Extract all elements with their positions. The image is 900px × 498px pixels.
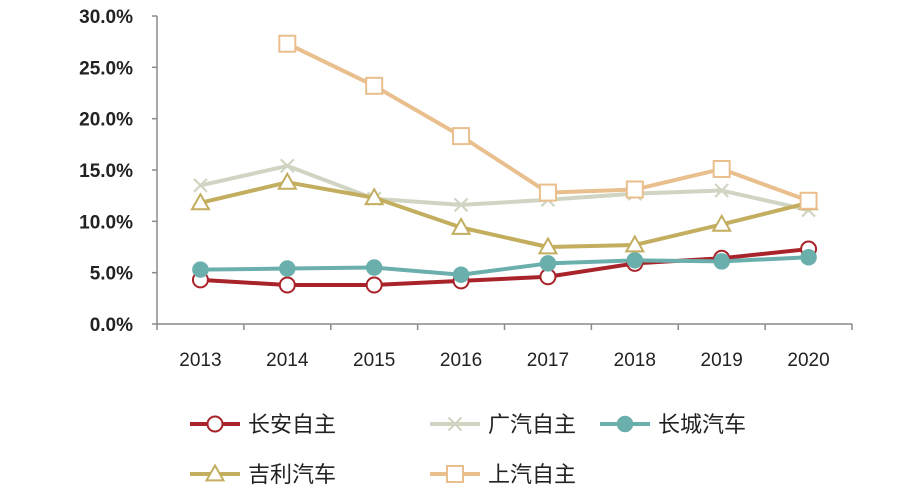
x-tick-label: 2013 (179, 350, 221, 371)
data-point (626, 252, 644, 269)
data-point (538, 183, 557, 202)
data-point (278, 34, 297, 53)
y-tick-label: 10.0% (79, 212, 133, 233)
data-point (713, 253, 730, 270)
series-line (198, 163, 811, 213)
series-4-markers (278, 34, 818, 210)
x-tick-label: 2016 (440, 350, 482, 371)
legend-label: 广汽自主 (488, 413, 576, 438)
legend-marker (616, 415, 634, 433)
data-point (280, 158, 295, 174)
data-point (190, 192, 211, 211)
series-line (198, 180, 811, 249)
x-tick-label: 2020 (787, 350, 829, 371)
series-0-group (198, 247, 811, 287)
y-tick-label: 30.0% (79, 7, 133, 28)
data-point (711, 213, 732, 232)
legend-label: 长城汽车 (658, 413, 746, 438)
series-line (198, 255, 811, 277)
axes: 0.0% 5.0% 10.0% 15.0% 20.0% 25.0% 30.0% 2013 201… (79, 7, 853, 371)
legend-marker (206, 415, 224, 433)
data-point (714, 183, 729, 198)
data-point (452, 127, 471, 146)
series-3-markers (190, 171, 819, 255)
data-point (712, 159, 731, 178)
y-tick-label: 0.0% (90, 315, 133, 336)
data-point (624, 234, 646, 253)
data-point (192, 261, 209, 278)
data-point (193, 178, 208, 193)
legend-item: 上汽自主 (430, 463, 576, 488)
y-tick-label: 15.0% (79, 161, 133, 182)
series-line (198, 247, 811, 287)
legend-marker (447, 416, 463, 432)
series-layer (190, 34, 819, 294)
series-1-group (198, 163, 811, 213)
series-2-group (198, 255, 811, 277)
data-point (537, 236, 559, 255)
data-point (365, 76, 384, 95)
legend-item: 广汽自主 (430, 413, 576, 438)
legend-marker (204, 463, 226, 482)
legend-marker (446, 465, 464, 483)
data-point (365, 276, 383, 294)
data-point (277, 171, 298, 190)
x-tick-label: 2015 (353, 350, 395, 371)
data-point (452, 266, 470, 283)
legend-label: 吉利汽车 (248, 463, 336, 488)
data-point (279, 260, 296, 277)
x-tick-label: 2019 (701, 350, 743, 371)
data-point (539, 255, 557, 272)
data-point (365, 259, 383, 276)
legend-item: 长城汽车 (600, 413, 746, 438)
y-tick-label: 5.0% (90, 264, 133, 285)
legend-item: 长安自主 (190, 413, 336, 438)
y-tick-label: 25.0% (79, 58, 133, 79)
data-point (800, 249, 817, 266)
x-tick-label: 2018 (614, 350, 656, 371)
data-point (799, 191, 818, 210)
data-point (278, 276, 296, 294)
data-point (453, 197, 469, 213)
series-3-group (198, 180, 811, 249)
x-tick-label: 2017 (527, 350, 569, 371)
legend-item: 吉利汽车 (190, 463, 336, 488)
legend-label: 长安自主 (248, 413, 336, 438)
data-point (363, 187, 385, 206)
data-point (450, 216, 472, 235)
x-tick-label: 2014 (266, 350, 309, 371)
data-point (625, 180, 644, 199)
series-2-markers (192, 249, 817, 283)
y-tick-label: 20.0% (79, 110, 133, 131)
legend-label: 上汽自主 (488, 463, 576, 488)
